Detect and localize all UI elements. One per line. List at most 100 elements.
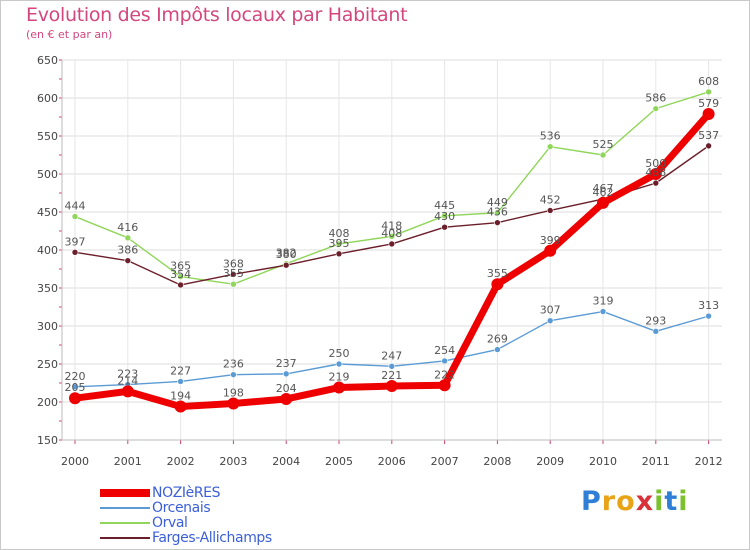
data-point <box>69 392 81 405</box>
data-label: 399 <box>540 234 561 247</box>
data-point <box>177 378 184 385</box>
data-point <box>333 381 345 394</box>
data-label: 418 <box>381 219 402 232</box>
x-tick-label: 2006 <box>378 455 406 468</box>
data-label: 204 <box>276 382 297 395</box>
data-point <box>174 400 187 413</box>
data-label: 608 <box>698 75 719 88</box>
data-label: 397 <box>65 235 86 248</box>
data-label: 220 <box>65 370 86 383</box>
legend-label-orcenais: Orcenais <box>152 500 211 516</box>
legend-item-nozieres[interactable]: NOZIèRES <box>100 485 360 502</box>
data-label: 436 <box>487 206 508 219</box>
legend-item-orval[interactable]: Orval <box>100 515 360 532</box>
x-tick-label: 2011 <box>642 455 670 468</box>
data-label: 416 <box>117 221 138 234</box>
data-label: 219 <box>329 371 350 384</box>
data-label: 319 <box>593 295 614 308</box>
x-tick-label: 2001 <box>114 455 142 468</box>
legend-label-nozieres: NOZIèRES <box>152 485 221 501</box>
y-tick-label: 400 <box>37 244 58 257</box>
data-point <box>441 357 448 365</box>
axes: 150 200 250 300 350 400 450 500 550 600 650 2000 200… <box>37 54 723 468</box>
x-tick-label: 2012 <box>695 455 723 468</box>
y-tick-label: 450 <box>37 206 58 219</box>
data-point <box>388 240 396 248</box>
data-label: 269 <box>487 333 508 346</box>
data-point <box>177 273 184 280</box>
data-label: 222 <box>434 368 455 381</box>
data-point <box>546 143 554 150</box>
data-label: 368 <box>223 257 244 270</box>
data-label: 205 <box>65 381 86 394</box>
data-label: 247 <box>381 349 402 362</box>
data-point <box>121 385 134 398</box>
data-point <box>652 105 660 112</box>
data-label: 355 <box>223 267 244 280</box>
y-tick-label: 300 <box>37 320 58 333</box>
data-point <box>177 281 184 289</box>
data-point <box>705 312 712 320</box>
x-tick-label: 2004 <box>272 455 300 468</box>
data-point <box>494 219 501 226</box>
data-point <box>652 328 660 335</box>
data-point <box>385 380 398 393</box>
data-label: 223 <box>117 368 138 381</box>
data-point <box>230 280 237 288</box>
data-label: 386 <box>117 244 138 257</box>
data-point <box>335 250 343 258</box>
legend-swatch-nozieres <box>100 489 150 497</box>
data-point <box>494 346 501 353</box>
data-label: 395 <box>329 237 350 250</box>
data-point <box>230 371 237 378</box>
y-tick-label: 200 <box>37 396 58 409</box>
y-tick-label: 150 <box>37 434 58 447</box>
data-label: 430 <box>434 210 455 223</box>
chart-title: Evolution des Impôts locaux par Habitant <box>26 4 408 26</box>
data-point <box>388 233 396 240</box>
logo-letter: r <box>601 486 617 517</box>
data-point <box>71 213 79 220</box>
legend-item-farges-allichamps[interactable]: Farges-Allichamps <box>100 530 360 547</box>
data-point <box>282 261 290 269</box>
logo-letter: o <box>616 486 636 517</box>
x-tick-label: 2002 <box>167 455 195 468</box>
data-label: 579 <box>698 97 719 110</box>
data-point <box>335 360 343 368</box>
data-label: 237 <box>276 357 297 370</box>
data-label: 444 <box>65 200 86 213</box>
data-point <box>491 278 504 291</box>
y-tick-label: 250 <box>37 358 58 371</box>
data-point <box>71 383 79 391</box>
y-tick-label: 550 <box>37 130 58 143</box>
data-point <box>441 223 448 231</box>
legend-item-orcenais[interactable]: Orcenais <box>100 500 360 517</box>
data-point <box>388 362 396 370</box>
data-point <box>599 151 607 159</box>
data-point <box>124 234 132 242</box>
data-point <box>441 212 448 220</box>
data-label: 488 <box>645 166 666 179</box>
data-point <box>705 88 712 96</box>
x-tick-label: 2010 <box>589 455 617 468</box>
x-tick-label: 2000 <box>61 455 89 468</box>
logo-letter: x <box>635 486 655 517</box>
data-label: 214 <box>117 374 138 387</box>
data-label: 194 <box>170 390 191 403</box>
data-label: 227 <box>170 364 191 377</box>
proxiti-logo: Proxiti <box>581 486 689 517</box>
data-point <box>280 392 293 405</box>
legend-swatch-orval <box>100 522 150 524</box>
data-label: 380 <box>276 248 297 261</box>
legend-swatch-farges-allichamps <box>100 537 150 539</box>
x-tick-label: 2009 <box>536 455 564 468</box>
data-point <box>652 179 660 187</box>
data-label: 250 <box>329 347 350 360</box>
legend-label-farges-allichamps: Farges-Allichamps <box>152 530 272 546</box>
data-point <box>494 209 501 217</box>
logo-letter: i <box>678 486 689 517</box>
data-label: 537 <box>698 129 719 142</box>
data-point <box>546 207 554 214</box>
